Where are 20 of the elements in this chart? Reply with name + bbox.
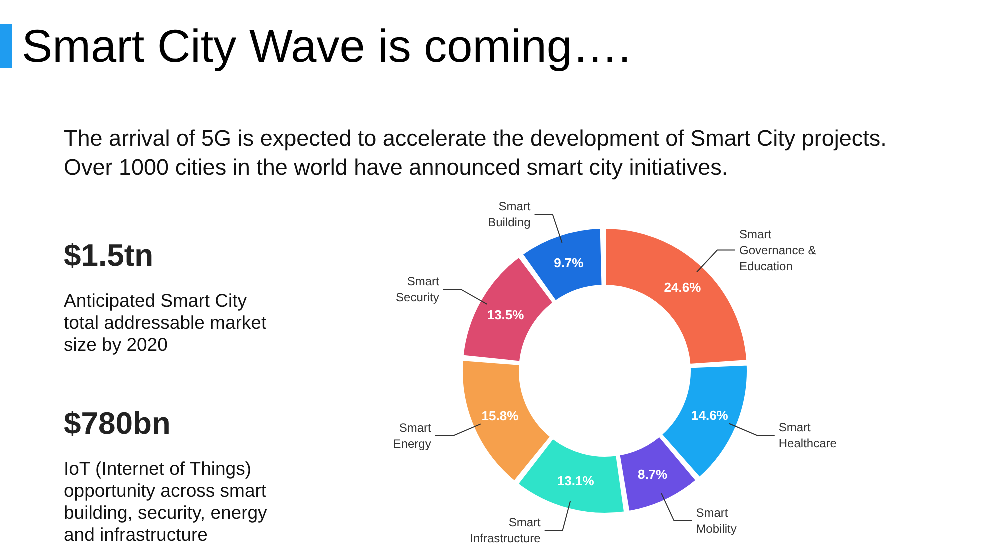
data-label: 13.5% xyxy=(487,307,525,322)
data-label: 13.1% xyxy=(557,474,595,489)
slice-label: Smart Governance & Education xyxy=(740,227,816,274)
chart-subtitle: The arrival of 5G is expected to accelerate the development of Smart City projects. Over 1000 cities in the world have announced smart city initiatives. xyxy=(64,125,888,182)
slice-label: Smart Energy xyxy=(393,420,432,451)
slice-label: Smart Building xyxy=(488,199,532,230)
data-label: 24.6% xyxy=(664,280,702,296)
slice-label: Smart Security xyxy=(396,274,440,305)
slice-label: Smart Infrastructure xyxy=(470,516,542,546)
data-label: 15.8% xyxy=(482,408,520,424)
text: IoT (Internet of Things) opportunity across smart building, security, energy and infrastructure xyxy=(64,458,268,546)
text: Anticipated Smart City total addressable market size by 2020 xyxy=(64,290,268,356)
slice-label: Smart Healthcare xyxy=(778,420,838,450)
data-label: 8.7% xyxy=(638,466,668,482)
slice-label: Smart Mobility xyxy=(696,506,737,536)
chart-title: Smart City Wave is coming…. xyxy=(22,19,632,74)
data-label: 9.7% xyxy=(554,255,584,270)
text: $1.5tn xyxy=(64,237,155,275)
data-label: 14.6% xyxy=(692,408,729,424)
text: $780bn xyxy=(64,405,172,443)
